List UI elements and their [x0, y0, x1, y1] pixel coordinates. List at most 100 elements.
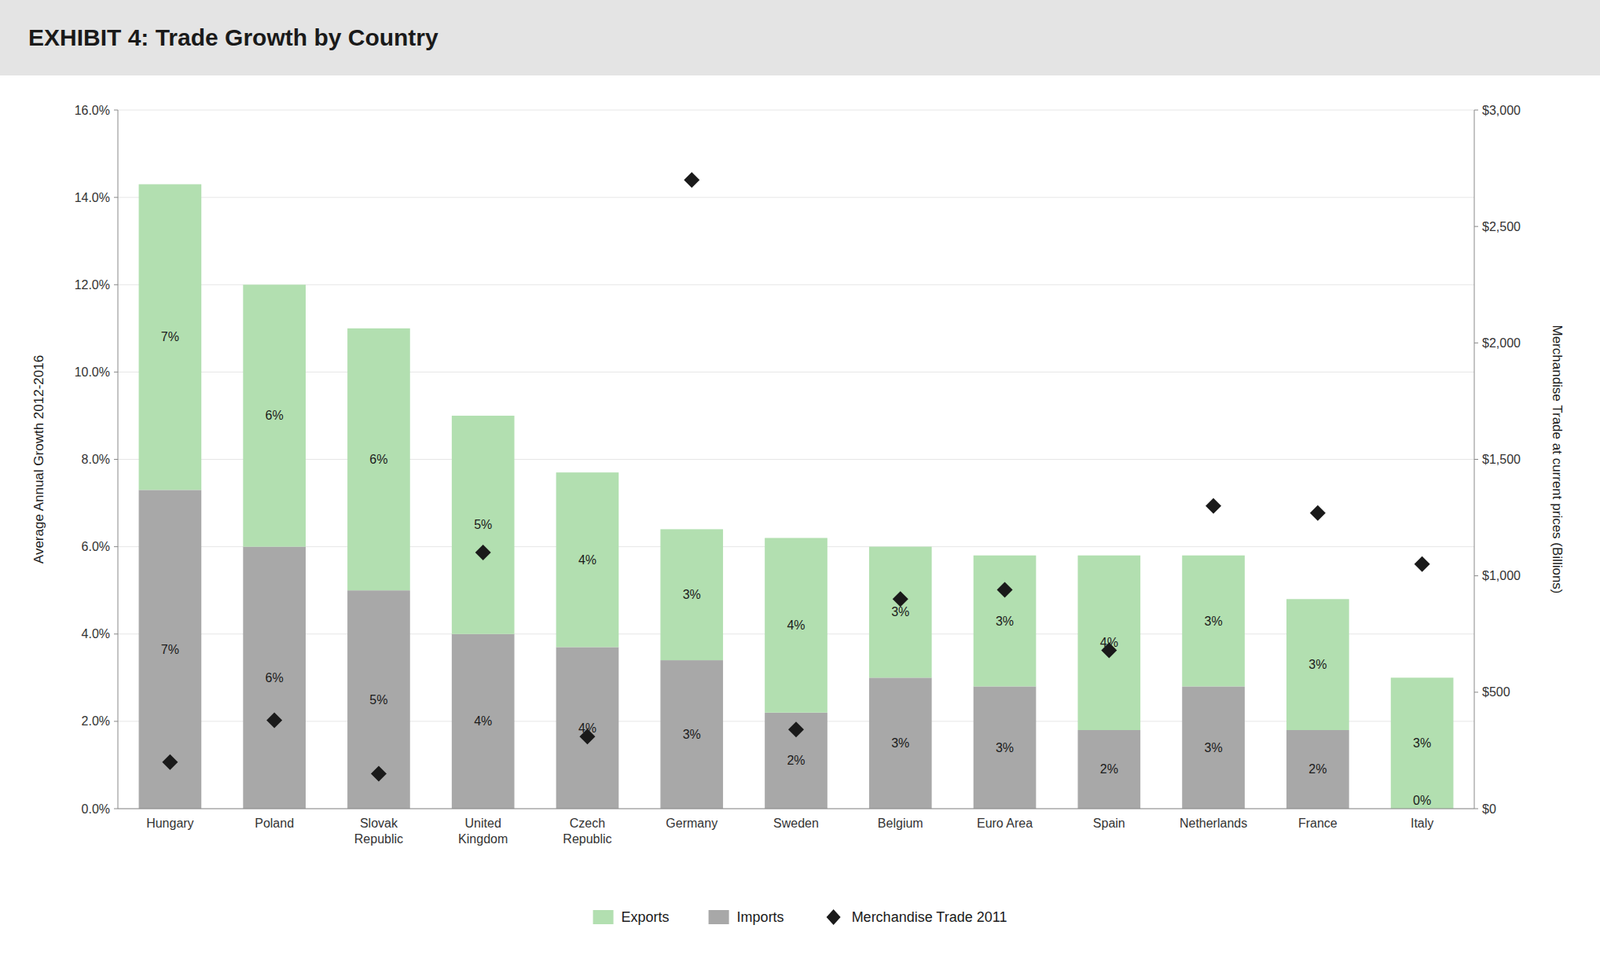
x-tick-label-line: Kingdom: [458, 832, 508, 846]
data-label: 3%: [682, 587, 701, 602]
diamond-point: [370, 766, 387, 782]
title: EXHIBIT 4: Trade Growth by Country: [28, 24, 439, 51]
diamond-point: [788, 721, 804, 738]
y2-tick: [1474, 226, 1479, 228]
y-tick: [113, 458, 118, 460]
data-label: 5%: [473, 517, 492, 532]
y2-tick: [1474, 342, 1479, 344]
legend-label: Merchandise Trade 2011: [851, 909, 1008, 925]
legend-item: Merchandise Trade 2011: [826, 909, 1008, 925]
y-tick: [113, 720, 118, 722]
diamond-point: [161, 754, 178, 771]
bar: [1181, 555, 1245, 687]
x-tick-label-line: Republic: [562, 832, 612, 846]
y-tick: [113, 197, 118, 199]
x-tick-label-line: Poland: [254, 816, 294, 830]
x-tick-label: Hungary: [146, 816, 194, 830]
legend: Exports Imports Merchandise Trade 2011: [593, 909, 1008, 925]
y-tick-label: 4.0%: [81, 627, 111, 641]
y2-tick: [1474, 575, 1479, 577]
y2-tick: [1474, 110, 1479, 111]
bar: [139, 183, 202, 490]
bar: [764, 712, 828, 809]
y2-tick-label: $500: [1482, 685, 1511, 699]
data-label: 6%: [265, 671, 284, 685]
grid-line: [117, 808, 1475, 810]
x-tick-label: Sweden: [773, 816, 819, 830]
grid-line: [117, 458, 1475, 460]
bar: [347, 328, 411, 591]
data-label: 3%: [1204, 741, 1223, 755]
grid-line: [117, 110, 1475, 111]
bar: [556, 472, 620, 647]
data-label: 4%: [1100, 635, 1119, 650]
data-label: 3%: [682, 727, 701, 742]
y2-tick: [1474, 691, 1479, 693]
data-label: 2%: [1100, 762, 1119, 776]
data-label: 3%: [1308, 657, 1327, 672]
bar: [660, 528, 723, 661]
y-tick: [113, 633, 118, 635]
y2-tick-label: $1,500: [1482, 452, 1521, 467]
diamond-point: [475, 544, 492, 561]
data-label: 4%: [473, 714, 492, 728]
diamond-point: [1310, 505, 1326, 522]
bar: [242, 546, 306, 809]
y-tick-label: 0.0%: [81, 802, 111, 816]
x-tick-label-line: Germany: [665, 816, 718, 830]
x-tick-label-line: Sweden: [773, 816, 819, 830]
x-tick-label-line: United: [465, 816, 502, 830]
x-tick-label: Euro Area: [976, 816, 1033, 830]
diamond-point: [683, 172, 700, 188]
legend-label: Imports: [737, 909, 785, 925]
data-label: 5%: [369, 693, 388, 707]
data-label: 4%: [786, 618, 805, 632]
y2-tick: [1474, 458, 1479, 460]
x-tick-label: Spain: [1093, 816, 1126, 830]
grid: [117, 110, 1475, 809]
legend-swatch: [708, 910, 730, 925]
grid-line: [117, 371, 1475, 373]
diamond-point: [1205, 498, 1222, 514]
x-tick-label-line: Republic: [354, 832, 404, 846]
x-tick-label-line: Netherlands: [1179, 816, 1248, 830]
y-tick-label: 14.0%: [74, 190, 111, 205]
y-tick-label: 8.0%: [81, 452, 111, 467]
y-tick-label: 16.0%: [74, 103, 111, 118]
x-tick-label-line: Hungary: [146, 816, 194, 830]
data-label: 2%: [1308, 762, 1327, 776]
bar: [869, 546, 933, 679]
data-label: 0%: [1412, 793, 1432, 808]
data-label: 3%: [995, 614, 1014, 628]
x-tick-label: SlovakRepublic: [354, 816, 404, 846]
x-tick-label: Italy: [1410, 816, 1434, 830]
data-label: 4%: [578, 553, 597, 567]
legend-swatch: [593, 910, 614, 925]
y2-tick-label: $0: [1482, 802, 1497, 816]
diamond-point: [997, 581, 1013, 598]
header-band: [0, 0, 1600, 76]
y-tick: [113, 110, 118, 111]
data-label: 6%: [369, 452, 388, 467]
data-label: 7%: [161, 642, 180, 657]
y2-tick-label: $3,000: [1482, 103, 1521, 118]
bar: [556, 646, 620, 809]
data-label: 6%: [265, 408, 284, 423]
x-tick-label-line: France: [1298, 816, 1338, 830]
legend-item: Exports: [593, 909, 670, 925]
x-tick-label-line: Italy: [1410, 816, 1434, 830]
bar: [1181, 686, 1245, 809]
bar: [973, 686, 1037, 809]
bar: [451, 634, 515, 809]
y2-tick-label: $2,000: [1482, 336, 1521, 350]
data-label: 4%: [578, 721, 597, 735]
x-tick-label: Netherlands: [1179, 816, 1248, 830]
diamond-point: [892, 590, 909, 607]
x-tick-label: Belgium: [877, 816, 924, 830]
x-tick-label-line: Euro Area: [976, 816, 1033, 830]
bar: [1286, 598, 1350, 731]
bar: [1077, 555, 1141, 731]
y-tick: [113, 371, 118, 373]
x-tick-label: France: [1298, 816, 1338, 830]
data-label: 3%: [995, 741, 1014, 755]
